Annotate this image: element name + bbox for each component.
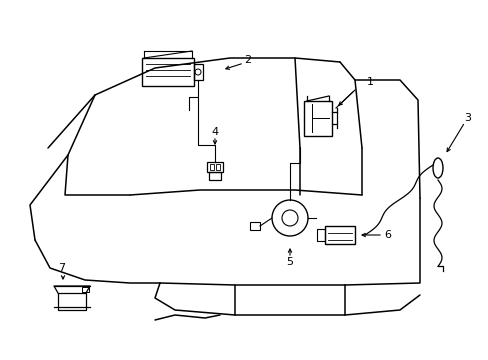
Bar [194,64,203,80]
Text: 6: 6 [384,230,391,240]
Bar [209,164,214,170]
Bar [304,101,331,136]
Bar [206,162,223,172]
Bar [216,164,220,170]
Text: 4: 4 [211,127,218,137]
Bar [82,287,89,292]
Bar [142,58,194,86]
Text: 7: 7 [58,263,65,273]
Text: 3: 3 [464,113,470,123]
Text: 1: 1 [366,77,373,87]
Bar [58,293,86,307]
Text: 5: 5 [286,257,293,267]
Bar [316,229,325,241]
Bar [208,172,221,180]
Text: 2: 2 [244,55,251,65]
Bar [249,222,260,230]
Bar [325,226,354,244]
